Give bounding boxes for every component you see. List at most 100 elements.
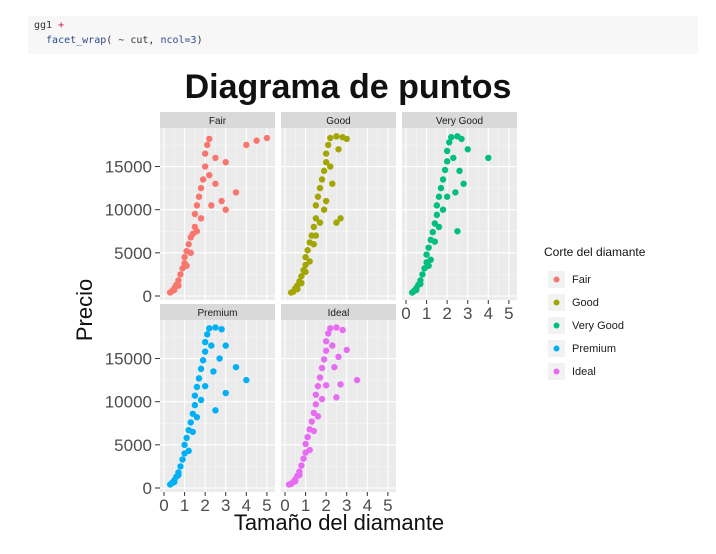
data-point	[298, 279, 305, 287]
data-point	[193, 414, 201, 421]
data-point	[322, 347, 330, 354]
data-point	[179, 456, 186, 463]
x-tick-label: 3	[221, 496, 230, 515]
data-point	[327, 325, 334, 332]
data-point	[298, 462, 305, 469]
data-point	[191, 401, 199, 409]
data-point	[343, 135, 350, 143]
data-point	[210, 368, 217, 375]
data-point	[253, 137, 260, 144]
y-tick-label: 0	[143, 287, 152, 306]
data-point	[183, 434, 190, 442]
data-point	[175, 471, 182, 479]
data-point	[333, 324, 340, 331]
data-point	[232, 189, 240, 196]
data-point	[331, 363, 338, 371]
legend-item-label: Very Good	[572, 320, 624, 332]
data-point	[446, 139, 453, 146]
data-point	[316, 374, 324, 381]
data-point	[353, 376, 361, 384]
data-point	[212, 180, 219, 187]
data-point	[314, 193, 322, 200]
y-tick-label: 15000	[105, 158, 152, 177]
facet-strip	[281, 304, 396, 320]
data-point	[171, 286, 178, 294]
data-point	[197, 365, 205, 373]
data-point	[322, 382, 330, 389]
facet-panel-background	[160, 320, 275, 492]
data-point	[437, 184, 445, 192]
data-point	[189, 428, 197, 436]
data-point	[306, 258, 313, 265]
data-point	[191, 392, 199, 399]
data-point	[452, 189, 459, 196]
data-point	[425, 262, 432, 269]
y-tick-label: 5000	[114, 436, 152, 455]
data-point	[337, 381, 344, 388]
facet-strip-label: Very Good	[436, 116, 483, 127]
data-point	[222, 389, 229, 397]
data-point	[325, 141, 332, 149]
data-point	[485, 154, 492, 162]
data-point	[320, 167, 328, 175]
data-point	[312, 232, 320, 239]
data-point	[187, 249, 194, 257]
data-point	[212, 154, 219, 162]
x-tick-label: 4	[363, 496, 372, 515]
data-point	[339, 326, 346, 334]
x-tick-label: 5	[383, 496, 392, 515]
facet-strip	[402, 112, 517, 128]
data-point	[212, 407, 219, 414]
data-point	[300, 455, 307, 462]
data-point	[454, 228, 461, 235]
data-point	[335, 353, 342, 360]
x-tick-label: 5	[504, 304, 513, 323]
data-point	[318, 364, 326, 372]
data-point	[435, 193, 443, 200]
data-point	[443, 147, 451, 155]
data-point	[322, 159, 330, 166]
data-point	[312, 401, 320, 408]
facet-panel-background	[281, 128, 396, 300]
y-tick-label: 0	[143, 479, 152, 498]
facet-strip	[281, 112, 396, 128]
facet-panel-background	[402, 128, 517, 300]
data-point	[197, 215, 205, 222]
data-point	[308, 418, 315, 425]
data-point	[320, 206, 328, 213]
code-args: ( ~ cut,	[106, 35, 161, 46]
data-point	[263, 134, 271, 142]
code-block: gg1 + facet_wrap( ~ cut, ncol=3)	[28, 16, 698, 54]
legend-item-label: Premium	[572, 343, 616, 355]
code-plus-operator: +	[58, 20, 65, 31]
legend-swatch	[553, 345, 560, 352]
x-tick-label: 0	[159, 496, 168, 515]
data-point	[327, 163, 334, 170]
data-point	[296, 471, 303, 479]
data-point	[448, 133, 455, 141]
data-point	[216, 355, 223, 362]
data-point	[425, 244, 432, 251]
data-point	[310, 223, 318, 231]
data-point	[206, 325, 213, 332]
data-point	[325, 330, 332, 337]
chart-title: Diagrama de puntos	[185, 68, 512, 106]
data-point	[232, 363, 240, 371]
data-point	[171, 478, 178, 486]
data-point	[193, 202, 201, 209]
facet-strip-label: Good	[326, 116, 350, 127]
data-point	[458, 135, 465, 143]
data-point	[185, 241, 192, 248]
x-tick-label: 2	[442, 304, 451, 323]
data-point	[218, 197, 225, 205]
data-point	[191, 210, 199, 218]
legend-swatch	[553, 299, 560, 306]
data-point	[243, 376, 250, 384]
data-point	[333, 394, 340, 401]
data-point	[322, 150, 330, 157]
data-point	[333, 219, 340, 226]
data-point	[310, 241, 318, 248]
data-point	[460, 180, 467, 187]
data-point	[193, 383, 201, 391]
x-tick-label: 0	[401, 304, 410, 323]
